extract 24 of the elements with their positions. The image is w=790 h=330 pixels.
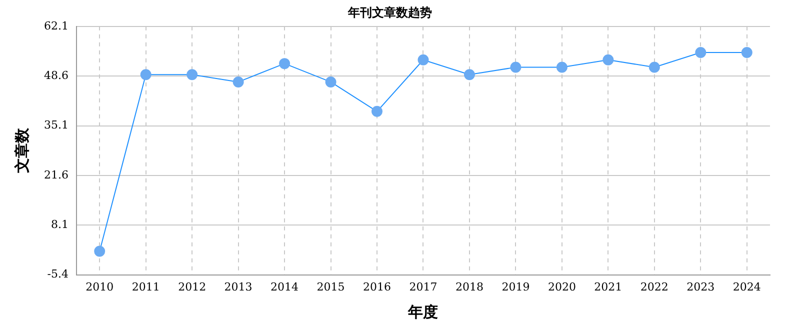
x-tick-label: 2014: [270, 280, 299, 294]
x-tick-label: 2011: [132, 280, 160, 294]
x-tick-label: 2020: [548, 280, 576, 294]
x-tick-label: 2010: [86, 280, 114, 294]
y-tick-label: 8.1: [50, 218, 68, 231]
x-tick-label: 2019: [502, 280, 530, 294]
y-tick-label: -5.4: [47, 268, 68, 281]
x-tick-label: 2022: [640, 280, 668, 294]
x-tick-label: 2016: [363, 280, 392, 294]
y-tick-label: 48.6: [44, 68, 68, 82]
x-tick-label: 2012: [178, 280, 206, 294]
x-tick-label: 2023: [686, 280, 715, 294]
chart-title: 年刊文章数趋势: [347, 5, 432, 20]
x-axis-title: 年度: [407, 302, 438, 321]
y-tick-label: 35.1: [44, 118, 68, 132]
x-tick-label: 2021: [594, 280, 622, 294]
x-tick-label: 2013: [224, 280, 252, 294]
x-tick-label: 2018: [455, 280, 484, 294]
y-axis-title: 文章数: [12, 127, 31, 174]
x-tick-label: 2015: [316, 280, 345, 294]
x-tick-label: 2024: [732, 280, 761, 294]
x-tick-label: 2017: [409, 280, 438, 294]
y-tick-label: 21.6: [44, 168, 68, 182]
y-tick-label: 62.1: [44, 19, 68, 32]
